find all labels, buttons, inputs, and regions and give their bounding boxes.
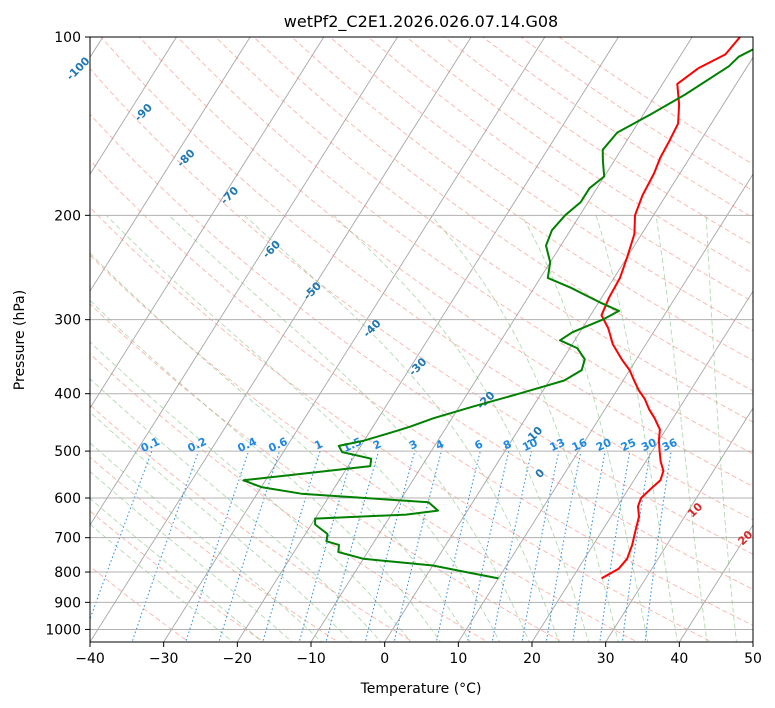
y-tick-label: 1000 [45,622,81,638]
isotherm-line [678,524,753,642]
x-tick-label: −40 [75,651,105,667]
temperature-profile-line [600,37,741,580]
y-axis-label: Pressure (hPa) [12,290,28,390]
moist-adiabat-line [90,470,293,642]
isotherm-line [90,37,178,176]
y-tick-label: 800 [54,565,81,581]
dry-adiabat-line [90,254,638,642]
moist-adiabat-line [430,215,619,642]
moist-adiabat-line [90,341,412,642]
isotherm-line [90,37,325,409]
moist-adiabat-line [243,214,560,642]
x-tick-label: 40 [670,651,688,667]
mixing-ratio-line [298,450,355,642]
x-tick-label: 50 [744,651,762,667]
chart-title: wetPf2_C2E1.2026.026.07.14.G08 [284,12,558,32]
x-tick-label: 10 [449,651,467,667]
moist-adiabat-line [168,214,530,642]
mixing-ratio-line [393,450,442,642]
mixing-ratio-label: 16 [570,436,590,454]
moist-adiabat-line [105,214,501,642]
y-tick-label: 400 [54,387,81,403]
y-tick-label: 300 [54,313,81,329]
mixing-ratio-label: 30 [639,436,659,454]
dewpoint-profile-line [242,48,753,580]
y-tick-label: 200 [54,208,81,224]
dry-adiabat-line [90,404,414,642]
mixing-ratio-line [466,450,510,642]
moist-adiabat-line [90,523,234,642]
mixing-ratio-line [185,450,250,642]
mixing-ratio-line [131,450,200,642]
isotherm-line [90,37,472,642]
mixing-ratio-line [218,450,281,642]
mixing-ratio-label: 13 [548,436,567,454]
moist-adiabat-line [90,252,471,642]
mixing-ratio-label: 20 [594,436,614,454]
dry-adiabat-line [100,37,753,521]
isotherm-line [457,173,753,642]
moist-adiabat-line [90,299,441,642]
mixing-ratio-labels: 0.1 0.2 0.4 0.6 1 1.5 2 3 4 6 8 10 13 16 20 25 30 36 [139,435,680,455]
x-tick-label: −20 [223,651,253,667]
dry-adiabat-line [177,37,753,455]
pressure-grid [90,37,753,630]
moist-adiabat-line [90,378,382,642]
dry-adiabat-line [90,113,753,590]
dry-adiabat-line [291,37,753,362]
isotherm-line [163,37,546,642]
y-tick-label: 100 [54,30,81,46]
x-axis: −40 −30 −20 −10 0 10 20 30 40 50 [75,642,762,667]
moist-adiabat-line [705,215,737,642]
isotherm-line [310,37,693,642]
isotherm-line [236,37,620,642]
dry-adiabat-line [367,37,753,303]
mixing-ratio-line [262,450,321,642]
mixing-ratio-label: 25 [619,436,638,454]
mixing-ratio-line [325,450,380,642]
dry-adiabat-line [90,159,753,627]
plot-background [90,37,753,642]
y-tick-label: 700 [54,531,81,547]
mixing-ratio-line [364,450,416,642]
moist-adiabat-line [90,411,352,642]
moist-adiabat-line [655,215,708,642]
dry-adiabat-line [138,37,753,488]
x-tick-label: −10 [296,651,326,667]
profiles [242,37,753,580]
isotherm-line [90,37,251,293]
y-tick-label: 600 [54,491,81,507]
x-tick-label: 30 [597,651,615,667]
isotherm-line [752,641,753,642]
mixing-ratio-line [435,450,481,642]
mixing-ratio-label: 10 [520,436,540,454]
mixing-ratio-label: 36 [660,436,680,454]
y-tick-label: 500 [54,444,81,460]
dry-adiabat-line [215,37,753,423]
y-tick-label: 900 [54,595,81,611]
y-axis: 100 200 300 400 500 600 700 800 900 1000 [45,30,90,638]
isotherm-line [384,56,753,642]
x-tick-label: 0 [380,651,389,667]
mixing-ratio-line [521,450,560,642]
isotherm-line [605,407,753,642]
x-axis-label: Temperature (°C) [360,681,482,697]
adiabat-label: -100 [64,54,93,83]
moist-adiabat-line [90,497,264,642]
isotherm-line [90,37,399,526]
dry-adiabat-line [329,37,753,332]
plot-frame [89,36,754,643]
x-tick-label: −30 [149,651,179,667]
x-tick-label: 20 [523,651,541,667]
mixing-ratio-line [545,450,582,642]
mixing-ratio-line [491,450,533,642]
isotherm-line [531,290,753,642]
